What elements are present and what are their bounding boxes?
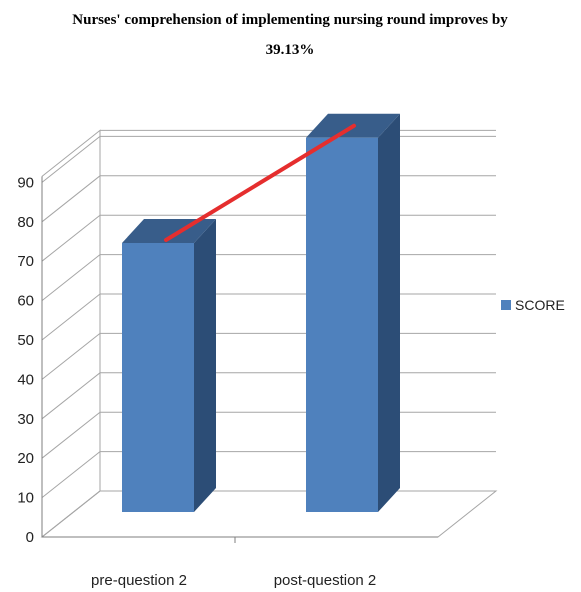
y-tick-label: 60	[17, 293, 34, 310]
y-tick-label: 80	[17, 214, 34, 231]
legend-swatch-score	[501, 300, 511, 310]
y-tick-label: 20	[17, 450, 34, 467]
x-category-label: pre-question 2	[91, 572, 187, 589]
legend: SCORE	[501, 297, 565, 313]
y-tick-label: 10	[17, 490, 34, 507]
x-axis-labels: pre-question 2 post-question 2	[91, 572, 376, 589]
y-tick-label: 0	[26, 529, 34, 546]
trend-line-segment	[164, 123, 356, 242]
axis-lines	[41, 176, 438, 543]
bar-front	[306, 137, 378, 512]
bar-pre-question-2	[122, 219, 216, 512]
trend-line	[164, 123, 356, 242]
chart-title: Nurses' comprehension of implementing nu…	[72, 12, 508, 28]
bar-side	[194, 219, 216, 512]
bar-front	[122, 243, 194, 512]
y-tick-label: 70	[17, 253, 34, 270]
floor	[40, 490, 498, 538]
gridlines	[41, 129, 496, 538]
legend-label-score: SCORE	[515, 297, 565, 313]
y-tick-label: 90	[17, 174, 34, 191]
y-tick-label: 40	[17, 371, 34, 388]
y-tick-label: 50	[17, 332, 34, 349]
gridline-0	[41, 490, 496, 538]
chart-subtitle: 39.13%	[266, 42, 315, 58]
bars	[122, 113, 400, 512]
bar-side	[378, 113, 400, 512]
y-axis-ticks: 0 10 20 30 40 50 60 70 80 90	[17, 174, 34, 546]
x-category-label: post-question 2	[274, 572, 377, 589]
y-tick-label: 30	[17, 411, 34, 428]
bar-post-question-2	[306, 113, 400, 512]
